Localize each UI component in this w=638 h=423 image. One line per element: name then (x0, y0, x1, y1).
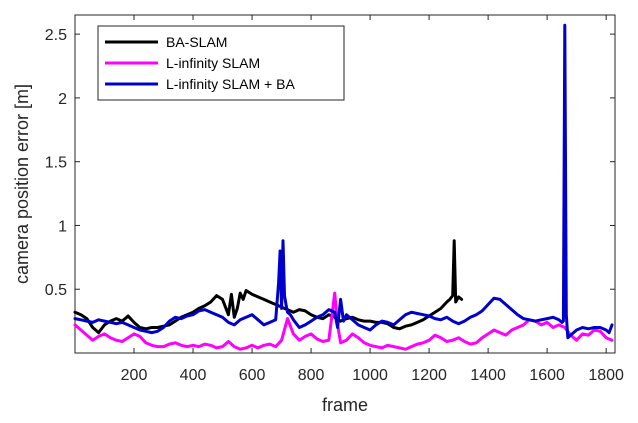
y-tick-label: 1.5 (45, 155, 67, 172)
series-line-ba-slam (73, 239, 464, 335)
x-tick-label: 800 (298, 367, 325, 384)
series-layer (73, 23, 614, 351)
series-line-l-infinity-slam (73, 291, 614, 351)
legend-entry-l-infinity-slam-ba: L-infinity SLAM + BA (166, 76, 295, 92)
legend: BA-SLAM L-infinity SLAM L-infinity SLAM … (97, 25, 345, 101)
y-tick-label: 2 (58, 91, 67, 108)
x-tick-label: 600 (239, 367, 266, 384)
legend-entry-ba-slam: BA-SLAM (166, 34, 227, 50)
x-tick-label: 1600 (529, 367, 565, 384)
legend-entry-l-infinity-slam: L-infinity SLAM (166, 55, 260, 71)
y-axis-label: camera position error [m] (12, 84, 32, 284)
y-tick-label: 0.5 (45, 282, 67, 299)
x-tick-label: 1200 (411, 367, 447, 384)
x-tick-label: 1400 (470, 367, 506, 384)
x-axis-ticks: 200 400 600 800 1000 1200 1400 1600 1800 (121, 15, 624, 384)
x-tick-label: 400 (180, 367, 207, 384)
x-axis-label: frame (322, 395, 368, 415)
x-tick-label: 1800 (588, 367, 624, 384)
y-tick-label: 1 (58, 218, 67, 235)
series-line-l-infinity-slam-ba (73, 23, 614, 340)
x-tick-label: 1000 (352, 367, 388, 384)
y-tick-label: 2.5 (45, 27, 67, 44)
x-tick-label: 200 (121, 367, 148, 384)
y-axis-ticks: 0.5 1 1.5 2 2.5 (45, 27, 615, 299)
